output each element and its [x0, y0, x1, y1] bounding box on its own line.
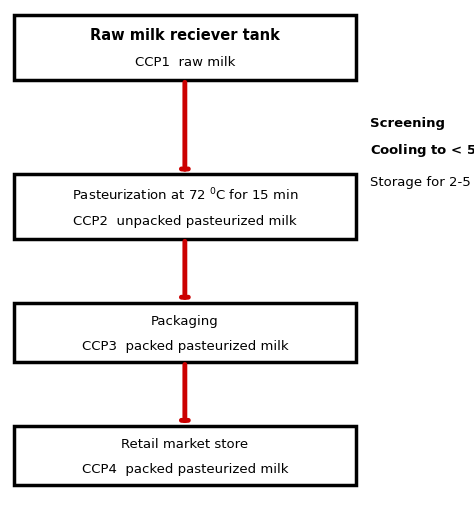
Text: Screening: Screening [370, 116, 445, 130]
Text: CCP2  unpacked pasteurized milk: CCP2 unpacked pasteurized milk [73, 215, 297, 228]
Text: Cooling to < 5 $^0$C: Cooling to < 5 $^0$C [370, 142, 474, 161]
FancyBboxPatch shape [14, 426, 356, 485]
Text: Pasteurization at 72 $^0$C for 15 min: Pasteurization at 72 $^0$C for 15 min [72, 187, 298, 203]
FancyBboxPatch shape [14, 303, 356, 362]
Text: Storage for 2-5 hrs: Storage for 2-5 hrs [370, 175, 474, 189]
Text: CCP4  packed pasteurized milk: CCP4 packed pasteurized milk [82, 463, 288, 476]
Text: Retail market store: Retail market store [121, 438, 248, 451]
FancyBboxPatch shape [14, 15, 356, 80]
Text: CCP1  raw milk: CCP1 raw milk [135, 56, 235, 69]
Text: CCP3  packed pasteurized milk: CCP3 packed pasteurized milk [82, 340, 288, 353]
Text: Raw milk reciever tank: Raw milk reciever tank [90, 28, 280, 44]
FancyBboxPatch shape [14, 174, 356, 239]
Text: Packaging: Packaging [151, 315, 219, 328]
